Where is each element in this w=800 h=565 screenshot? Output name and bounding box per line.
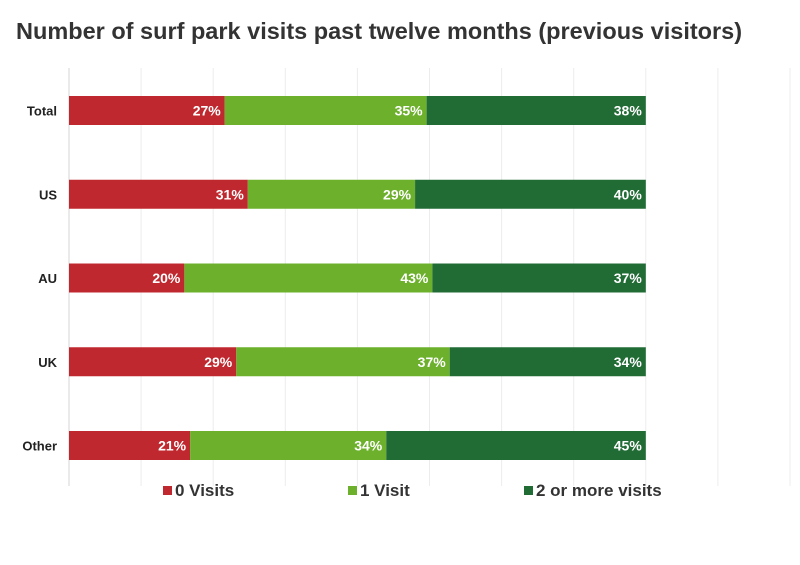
value-label-total-2-or-more-visits: 38% (614, 103, 643, 119)
bar-other-1-visit (190, 431, 387, 460)
value-label-other-0-visits: 21% (158, 438, 187, 454)
bar-uk-2-or-more-visits (449, 347, 646, 377)
value-label-other-2-or-more-visits: 45% (614, 438, 643, 454)
value-label-us-0-visits: 31% (216, 186, 245, 202)
bars (69, 96, 646, 460)
value-label-uk-0-visits: 29% (204, 354, 233, 370)
bar-au-1-visit (184, 263, 433, 293)
legend-swatch-1-visit (348, 486, 357, 495)
value-label-total-1-visit: 35% (395, 103, 424, 119)
bar-total-2-or-more-visits (426, 96, 646, 125)
value-label-uk-1-visit: 37% (418, 354, 447, 370)
chart-title: Number of surf park visits past twelve m… (16, 18, 743, 44)
bar-us-1-visit (247, 179, 416, 209)
legend-swatch-2-or-more-visits (524, 486, 533, 495)
value-label-uk-2-or-more-visits: 34% (614, 354, 643, 370)
category-labels: Total US AU UK Other (22, 104, 57, 454)
category-label-uk: UK (38, 355, 57, 370)
bar-total-1-visit (224, 96, 427, 125)
bar-uk-1-visit (236, 347, 450, 377)
legend-label-0-visits: 0 Visits (175, 481, 234, 500)
category-label-other: Other (22, 439, 57, 454)
value-labels: 27% 35% 38% 31% 29% 40% 20% 43% 37% 29% 37% 34% 21% 3… (152, 103, 642, 454)
value-label-other-1-visit: 34% (354, 438, 383, 454)
category-label-total: Total (27, 104, 57, 119)
value-label-au-0-visits: 20% (152, 270, 181, 286)
legend-label-1-visit: 1 Visit (360, 481, 410, 500)
category-label-us: US (39, 187, 57, 202)
bar-uk-0-visits (69, 347, 237, 377)
category-label-au: AU (38, 271, 57, 286)
value-label-us-1-visit: 29% (383, 186, 412, 202)
value-label-total-0-visits: 27% (193, 103, 222, 119)
bar-au-0-visits (69, 263, 185, 293)
bar-other-2-or-more-visits (386, 431, 646, 460)
value-label-us-2-or-more-visits: 40% (614, 186, 643, 202)
legend: 0 Visits 1 Visit 2 or more visits (163, 481, 662, 500)
legend-label-2-or-more-visits: 2 or more visits (536, 481, 662, 500)
legend-swatch-0-visits (163, 486, 172, 495)
bar-us-0-visits (69, 179, 248, 209)
bar-au-2-or-more-visits (432, 263, 646, 293)
bar-us-2-or-more-visits (415, 179, 646, 209)
bar-other-0-visits (69, 431, 191, 460)
value-label-au-2-or-more-visits: 37% (614, 270, 643, 286)
value-label-au-1-visit: 43% (400, 270, 429, 286)
bar-total-0-visits (69, 96, 225, 125)
